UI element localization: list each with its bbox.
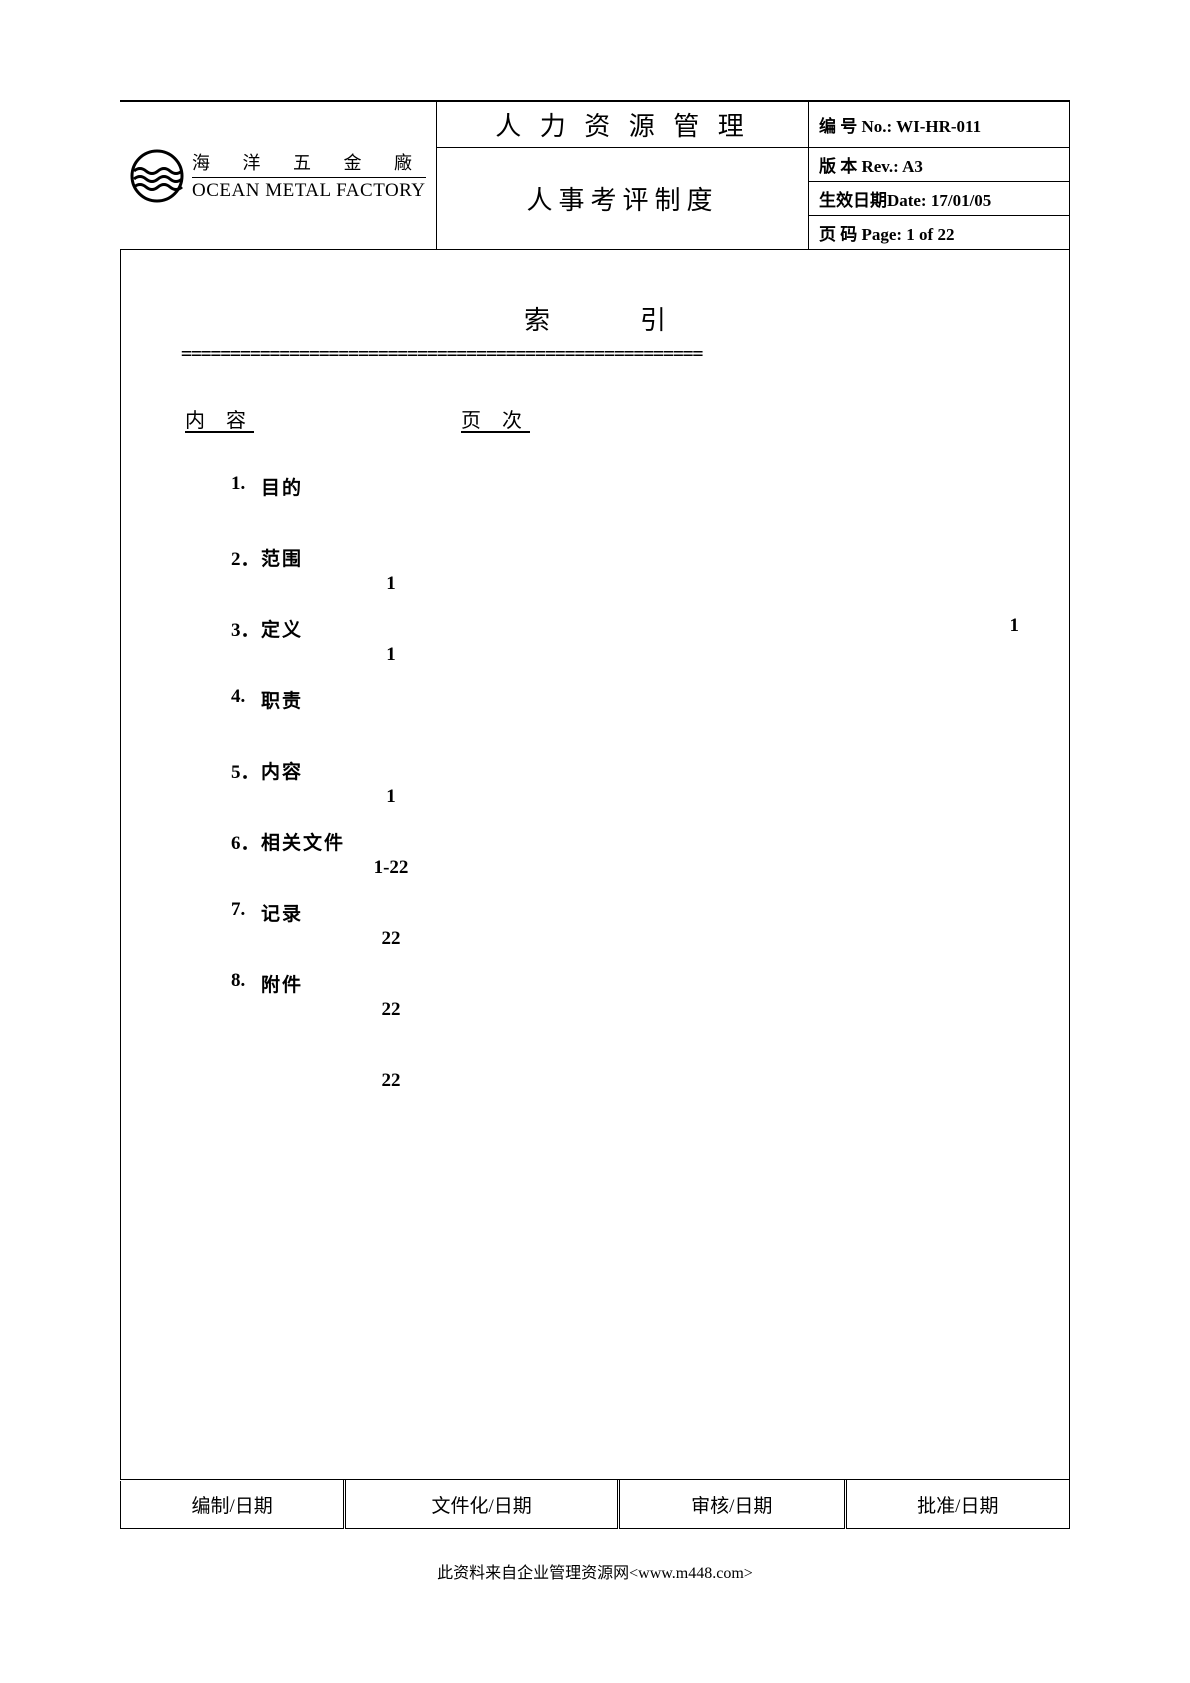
footer-cell-documented: 文件化/日期 (345, 1481, 619, 1529)
toc-row: 1.目的1 (231, 473, 1009, 500)
toc-label: 定义 (261, 615, 501, 642)
toc-num: 8. (231, 970, 261, 997)
page-label: 页 码 Page: (819, 225, 902, 244)
content-frame: 索引 =====================================… (120, 250, 1070, 1480)
index-divider: ========================================… (181, 343, 1009, 364)
source-note: 此资料来自企业管理资源网<www.m448.com> (120, 1559, 1070, 1583)
toc-label: 记录 (261, 899, 501, 926)
document-page: 海 洋 五 金 廠 OCEAN METAL FACTORY 人 力 资 源 管 … (120, 100, 1070, 1583)
logo-wrap: 海 洋 五 金 廠 OCEAN METAL FACTORY (130, 143, 426, 209)
date-label: 生效日期Date: (819, 191, 927, 210)
toc-row: 5．内容1-22 (231, 757, 1009, 784)
doc-page: 页 码 Page: 1 of 22 (808, 216, 1069, 250)
rev-value: A3 (902, 157, 923, 176)
toc-label: 目的 (261, 473, 501, 500)
index-title: 索引 (181, 300, 1009, 337)
col-header-content: 内 容 (181, 404, 461, 433)
toc-row: 2．范围1 (231, 544, 1009, 571)
col-header-page: 页 次 (461, 404, 530, 433)
date-value: 17/01/05 (931, 191, 991, 210)
doc-date: 生效日期Date: 17/01/05 (808, 182, 1069, 216)
header-table: 海 洋 五 金 廠 OCEAN METAL FACTORY 人 力 资 源 管 … (120, 100, 1070, 250)
toc-page: 22 (351, 1070, 431, 1092)
doc-no-value: WI-HR-011 (896, 117, 981, 136)
doc-no: 编 号 No.: WI-HR-011 (808, 101, 1069, 148)
toc-page: 22 (351, 999, 431, 1021)
toc-page: 1 (1010, 615, 1020, 637)
doc-no-label: 编 号 No.: (819, 117, 892, 136)
toc-page: 1 (351, 644, 431, 666)
toc-label: 相关文件 (261, 828, 501, 855)
waves-logo-icon (130, 149, 184, 203)
toc-num: 2． (231, 544, 261, 571)
toc-label: 附件 (261, 970, 501, 997)
doc-rev: 版 本 Rev.: A3 (808, 148, 1069, 182)
toc-num: 7. (231, 899, 261, 926)
toc-row: 6．相关文件22 (231, 828, 1009, 855)
toc-row: 7. 记录22 (231, 899, 1009, 926)
footer-table: 编制/日期 文件化/日期 审核/日期 批准/日期 (120, 1480, 1070, 1529)
footer-cell-prepared: 编制/日期 (121, 1481, 345, 1529)
toc-num: 3． (231, 615, 261, 642)
toc-label: 职责 (261, 686, 501, 713)
doc-title-2: 人事考评制度 (437, 148, 809, 250)
toc-list: 1.目的12．范围13．定义14.职责15．内容1-226．相关文件227. 记… (181, 473, 1009, 997)
doc-title-1: 人 力 资 源 管 理 (437, 101, 809, 148)
toc-num: 5． (231, 757, 261, 784)
footer-cell-approved: 批准/日期 (845, 1481, 1069, 1529)
rev-label: 版 本 Rev.: (819, 157, 899, 176)
toc-row: 8. 附件22 (231, 970, 1009, 997)
toc-num: 1. (231, 473, 261, 500)
toc-label: 内容 (261, 757, 501, 784)
toc-label: 范围 (261, 544, 501, 571)
company-name-cn: 海 洋 五 金 廠 (192, 149, 426, 175)
toc-num: 6． (231, 828, 261, 855)
company-name-en: OCEAN METAL FACTORY (192, 177, 426, 202)
toc-row: 4.职责1 (231, 686, 1009, 713)
logo-text: 海 洋 五 金 廠 OCEAN METAL FACTORY (192, 149, 426, 202)
logo-cell: 海 洋 五 金 廠 OCEAN METAL FACTORY (120, 101, 437, 250)
toc-row: 3．定义1 (231, 615, 1009, 642)
page-value: 1 of 22 (906, 225, 954, 244)
toc-num: 4. (231, 686, 261, 713)
column-headers: 内 容 页 次 (181, 404, 1009, 433)
toc-page: 22 (351, 928, 431, 950)
footer-cell-reviewed: 审核/日期 (618, 1481, 845, 1529)
toc-page: 1 (351, 786, 431, 808)
toc-page: 1 (351, 573, 431, 595)
toc-page: 1-22 (351, 857, 431, 879)
